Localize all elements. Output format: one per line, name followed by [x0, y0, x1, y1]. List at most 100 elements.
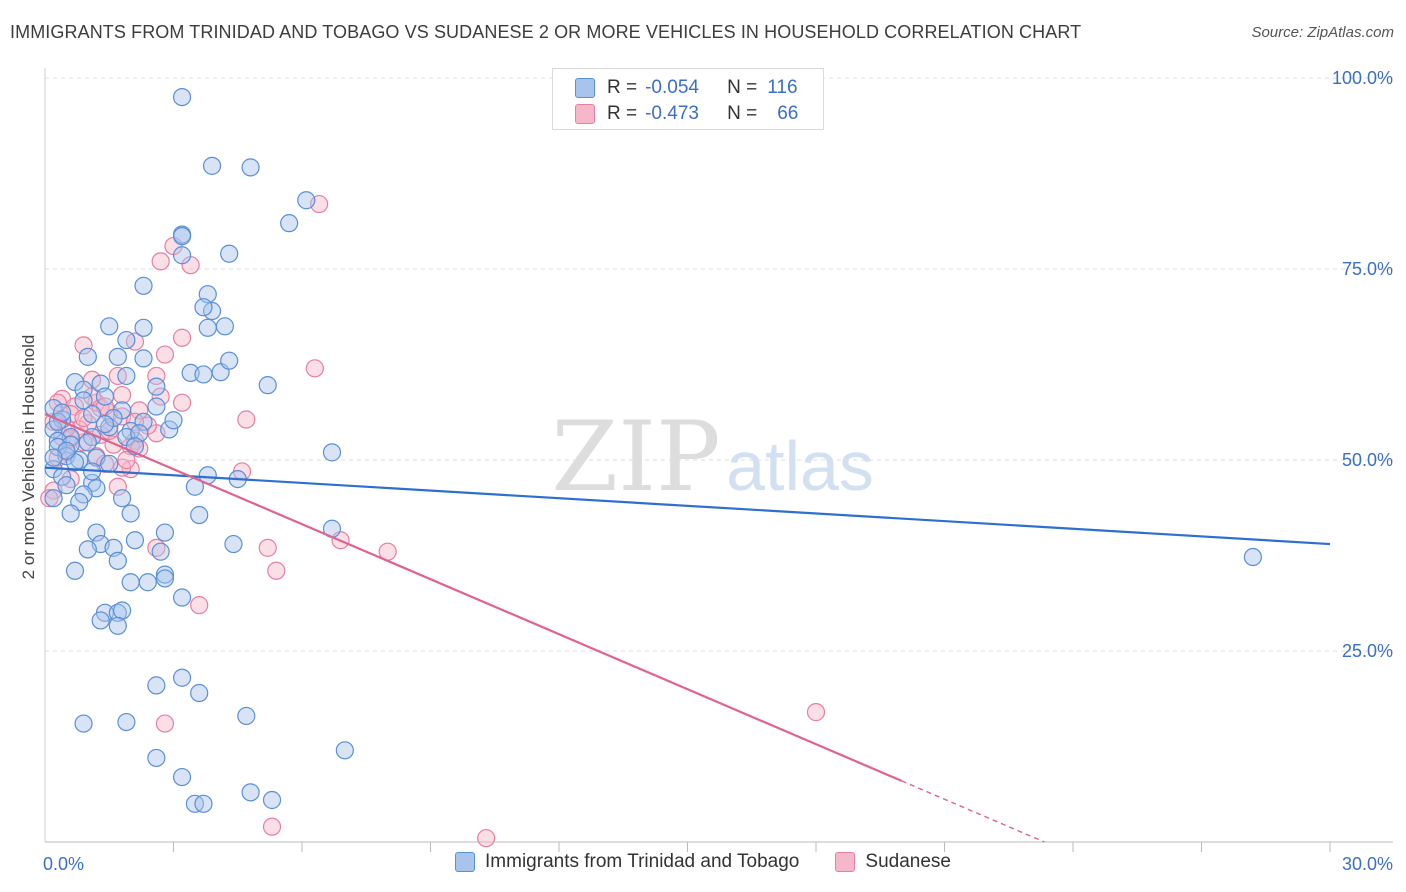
trinidad-point	[61, 504, 80, 523]
trinidad-point	[121, 504, 140, 523]
trinidad-point	[100, 317, 119, 336]
trinidad-point	[155, 569, 175, 588]
trinidad-point	[112, 601, 132, 620]
sudanese-point	[806, 703, 826, 722]
stats-n-value: 116	[767, 77, 798, 98]
series-trinidad-points	[44, 87, 1263, 813]
trinidad-point	[202, 301, 222, 321]
trinidad-point	[160, 420, 179, 439]
stats-r-label: R =	[607, 103, 638, 124]
source-label: Source: ZipAtlas.com	[1251, 24, 1394, 41]
watermark-zip: ZIP	[551, 401, 720, 513]
trinidad-point	[117, 712, 136, 732]
sudanese-point	[40, 489, 59, 508]
trinidad-point	[147, 676, 166, 695]
sudanese-trend-extension	[901, 780, 1045, 843]
trinidad-point	[147, 748, 166, 768]
stats-n-label: N =	[727, 103, 758, 124]
stats-swatch-sudanese	[575, 104, 595, 124]
trinidad-point	[151, 542, 170, 561]
trinidad-point	[83, 405, 102, 424]
sudanese-point	[305, 359, 324, 378]
trinidad-point	[87, 523, 106, 542]
trinidad-point	[172, 588, 192, 607]
trinidad-point	[74, 391, 93, 410]
stats-n-value: 66	[777, 103, 799, 124]
trinidad-point	[258, 376, 277, 395]
trinidad-point	[138, 573, 157, 592]
x-tick-label-max: 30.0%	[1342, 854, 1393, 874]
sudanese-point	[147, 366, 166, 386]
trinidad-point	[241, 783, 260, 802]
trinidad-point	[164, 411, 183, 430]
trinidad-point	[147, 397, 166, 416]
trinidad-point	[172, 767, 192, 787]
trinidad-point	[172, 668, 192, 687]
trinidad-point	[117, 330, 136, 350]
sudanese-point	[112, 385, 132, 405]
trend-lines	[44, 413, 1331, 843]
trinidad-point	[74, 380, 93, 399]
trinidad-point	[220, 351, 239, 370]
trinidad-point	[190, 683, 209, 703]
trinidad-point	[147, 377, 166, 396]
sudanese-point	[237, 410, 256, 429]
trinidad-point	[91, 611, 110, 630]
sudanese-point	[151, 252, 170, 271]
legend-item-trinidad[interactable]: Immigrants from Trinidad and Tobago	[455, 851, 799, 873]
stats-r-value: -0.054	[645, 77, 699, 98]
trinidad-point	[155, 523, 175, 542]
tick-labels: 25.0% 50.0% 75.0% 100.0% 0.0% 30.0%	[43, 68, 1393, 874]
y-tick-label: 75.0%	[1342, 259, 1393, 279]
trinidad-point	[198, 318, 217, 337]
sudanese-point	[262, 817, 282, 836]
sudanese-point	[155, 714, 175, 733]
stats-n-label: N =	[727, 77, 758, 98]
trinidad-point	[322, 443, 342, 462]
legend-swatch-sudanese	[835, 852, 856, 872]
legend-label-sudanese: Sudanese	[865, 851, 951, 872]
trinidad-point	[280, 214, 299, 233]
trinidad-point	[155, 565, 175, 584]
sudanese-point	[258, 538, 277, 557]
trinidad-point	[172, 87, 192, 107]
sudanese-point	[155, 345, 175, 364]
trinidad-point	[237, 706, 256, 726]
sudanese-point	[267, 561, 286, 580]
trinidad-point	[134, 318, 153, 337]
stats-legend: R = -0.054 N = 116 R = -0.473 N = 66	[552, 68, 824, 130]
trinidad-point	[194, 365, 213, 384]
trinidad-point	[74, 714, 93, 733]
trinidad-point	[194, 298, 213, 317]
legend-item-sudanese[interactable]: Sudanese	[835, 851, 951, 873]
trinidad-point	[121, 573, 140, 592]
trinidad-point	[215, 317, 234, 336]
sudanese-point	[117, 450, 136, 470]
trinidad-point	[65, 561, 85, 580]
stats-row-trinidad: R = -0.054 N = 116	[575, 75, 798, 101]
trinidad-point	[134, 349, 153, 368]
trinidad-point	[1243, 547, 1263, 567]
trinidad-point	[112, 489, 132, 508]
trinidad-point	[194, 794, 213, 813]
trinidad-point	[117, 366, 136, 386]
sudanese-point	[477, 829, 496, 848]
trinidad-point	[95, 387, 115, 406]
trinidad-point	[190, 505, 209, 525]
trinidad-point	[220, 244, 239, 263]
stats-r-value: -0.473	[645, 103, 699, 124]
trinidad-point	[134, 412, 153, 431]
trinidad-point	[297, 191, 316, 210]
series-legend: Immigrants from Trinidad and Tobago Suda…	[0, 851, 1406, 873]
trinidad-point	[134, 276, 153, 295]
trinidad-point	[44, 448, 63, 467]
sudanese-point	[172, 328, 192, 347]
y-tick-label: 100.0%	[1332, 68, 1393, 88]
trinidad-point	[108, 551, 127, 570]
trinidad-point	[57, 476, 76, 495]
stats-r-label: R =	[607, 77, 638, 98]
stats-row-sudanese: R = -0.473 N = 66	[575, 101, 798, 127]
sudanese-point	[190, 596, 209, 615]
trinidad-point	[78, 433, 97, 452]
